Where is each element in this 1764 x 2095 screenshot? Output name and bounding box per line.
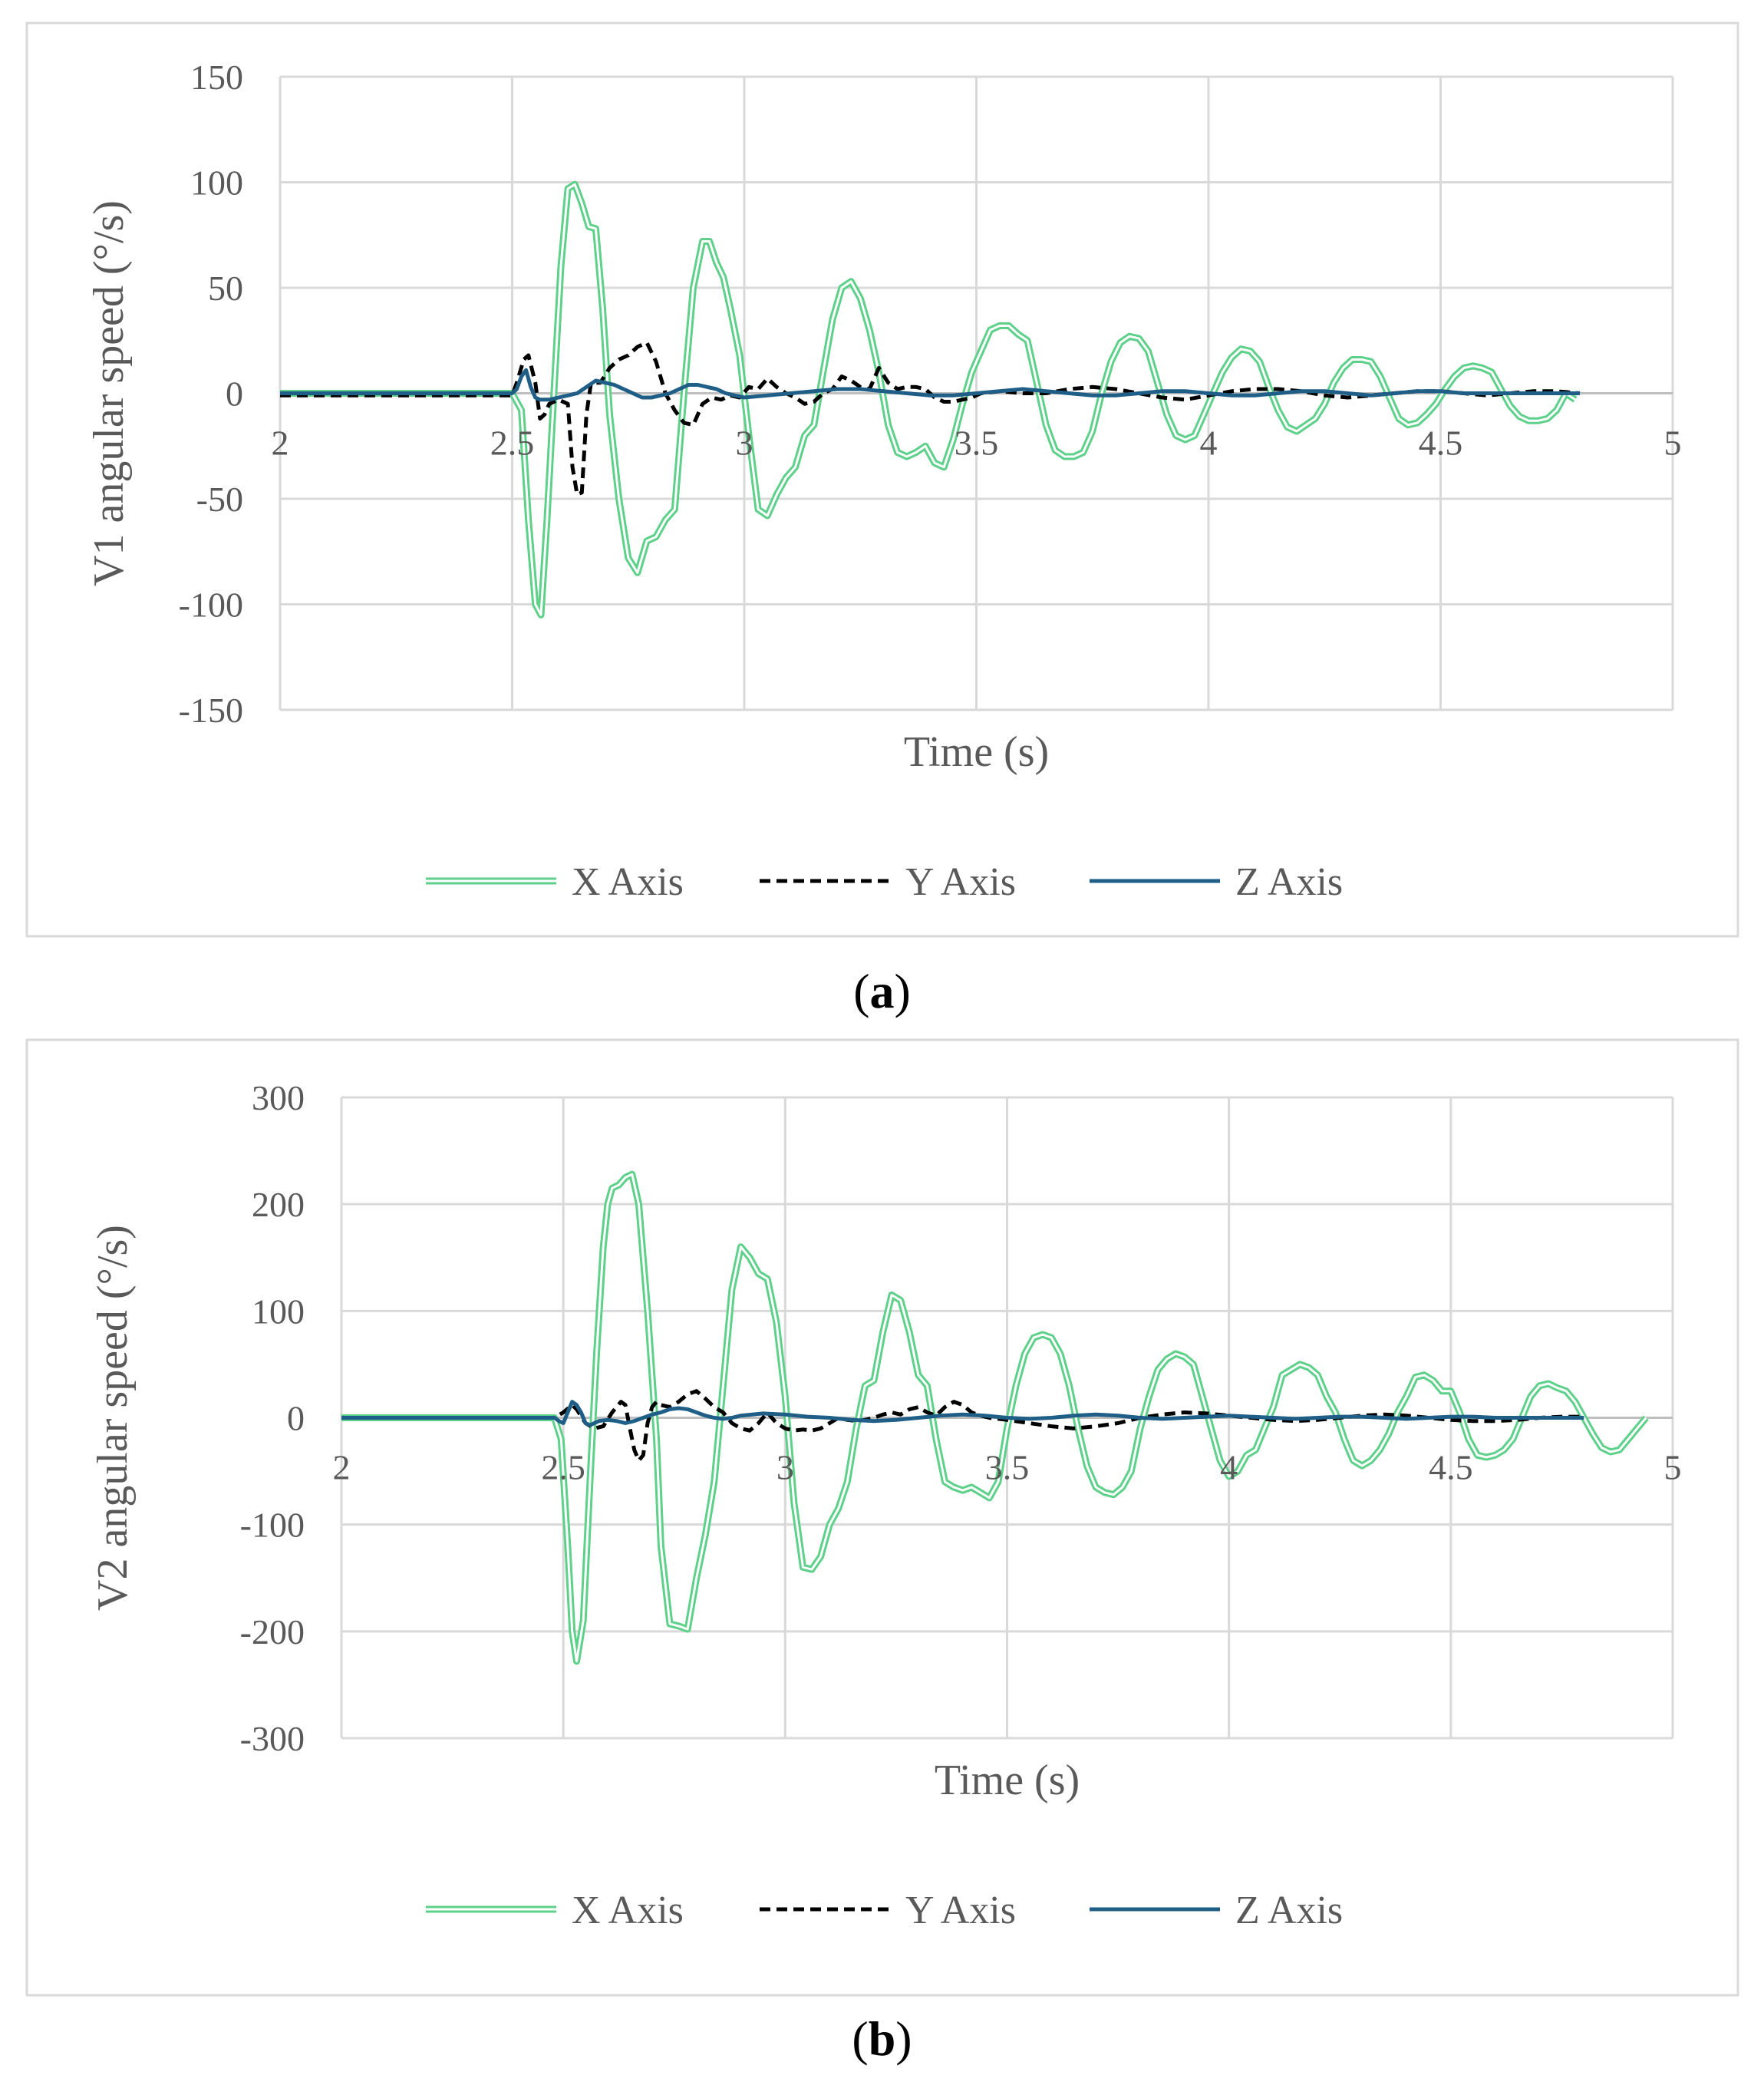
legend-label: Z Axis xyxy=(1235,1889,1343,1932)
x-axis-title: Time (s) xyxy=(904,728,1049,776)
x-tick-label: 3 xyxy=(736,424,753,463)
x-tick-label: 4.5 xyxy=(1429,1448,1473,1487)
y-tick-label: -200 xyxy=(240,1612,305,1651)
chart-panel-a: 150 100 50 0 -50 -100 -150 2 2.5 3 3.5 4 4.5 5 Time (s… xyxy=(0,0,1764,998)
x-tick-label: 2 xyxy=(272,424,289,463)
y-tick-label: -50 xyxy=(196,480,243,519)
chart-a-svg: 150 100 50 0 -50 -100 -150 2 2.5 3 3.5 4 4.5 5 Time (s… xyxy=(25,21,1739,938)
x-tick-label: 4 xyxy=(1200,424,1218,463)
x-tick-label: 3.5 xyxy=(985,1448,1030,1487)
x-tick-label: 2 xyxy=(333,1448,351,1487)
y-tick-label: 0 xyxy=(287,1399,305,1438)
chart-frame xyxy=(25,21,1739,938)
series-x-axis-line-inner xyxy=(280,183,1576,616)
y-tick-label: 200 xyxy=(252,1185,305,1224)
caption-a: (a) xyxy=(853,964,911,1018)
x-tick-label: 4.5 xyxy=(1419,424,1463,463)
y-tick-label: -100 xyxy=(179,586,243,625)
legend-label: X Axis xyxy=(572,1889,684,1932)
series-z-axis-line xyxy=(341,1400,1584,1427)
y-tick-label: 300 xyxy=(252,1078,305,1117)
y-tick-label: -300 xyxy=(240,1719,305,1758)
y-tick-label: 50 xyxy=(208,269,243,308)
y-tick-label: 100 xyxy=(252,1292,305,1331)
x-axis-title: Time (s) xyxy=(935,1757,1080,1804)
x-tick-label: 3 xyxy=(776,1448,794,1487)
chart-b-svg: 300 200 100 0 -100 -200 -300 2 2.5 3 3.5 4 4.5 5 Time … xyxy=(25,1038,1739,1997)
series-y-axis-line xyxy=(280,341,1581,497)
x-tick-label: 2.5 xyxy=(490,424,535,463)
series-z-axis-line xyxy=(280,368,1580,402)
y-tick-label: 100 xyxy=(190,163,243,203)
y-axis-title: V1 angular speed (°/s) xyxy=(85,200,133,586)
series-x-axis-line-inner xyxy=(341,1173,1647,1663)
y-tick-label: -100 xyxy=(240,1506,305,1545)
y-tick-label: -150 xyxy=(179,691,243,730)
y-axis-title: V2 angular speed (°/s) xyxy=(89,1225,137,1611)
x-tick-label: 4 xyxy=(1220,1448,1238,1487)
legend-label: Z Axis xyxy=(1235,860,1343,904)
legend-label: X Axis xyxy=(572,860,684,904)
x-tick-label: 3.5 xyxy=(955,424,999,463)
x-tick-label: 5 xyxy=(1664,1448,1682,1487)
caption-b: (b) xyxy=(852,2011,912,2066)
chart-frame xyxy=(25,1038,1739,1997)
legend-label: Y Axis xyxy=(905,1889,1016,1932)
chart-panel-b: 300 200 100 0 -100 -200 -300 2 2.5 3 3.5 4 4.5 5 Time … xyxy=(0,1028,1764,2057)
y-tick-label: 150 xyxy=(190,58,243,97)
y-tick-label: 0 xyxy=(226,374,243,414)
x-tick-label: 2.5 xyxy=(541,1448,585,1487)
legend-label: Y Axis xyxy=(905,860,1016,904)
x-tick-label: 5 xyxy=(1664,424,1682,463)
